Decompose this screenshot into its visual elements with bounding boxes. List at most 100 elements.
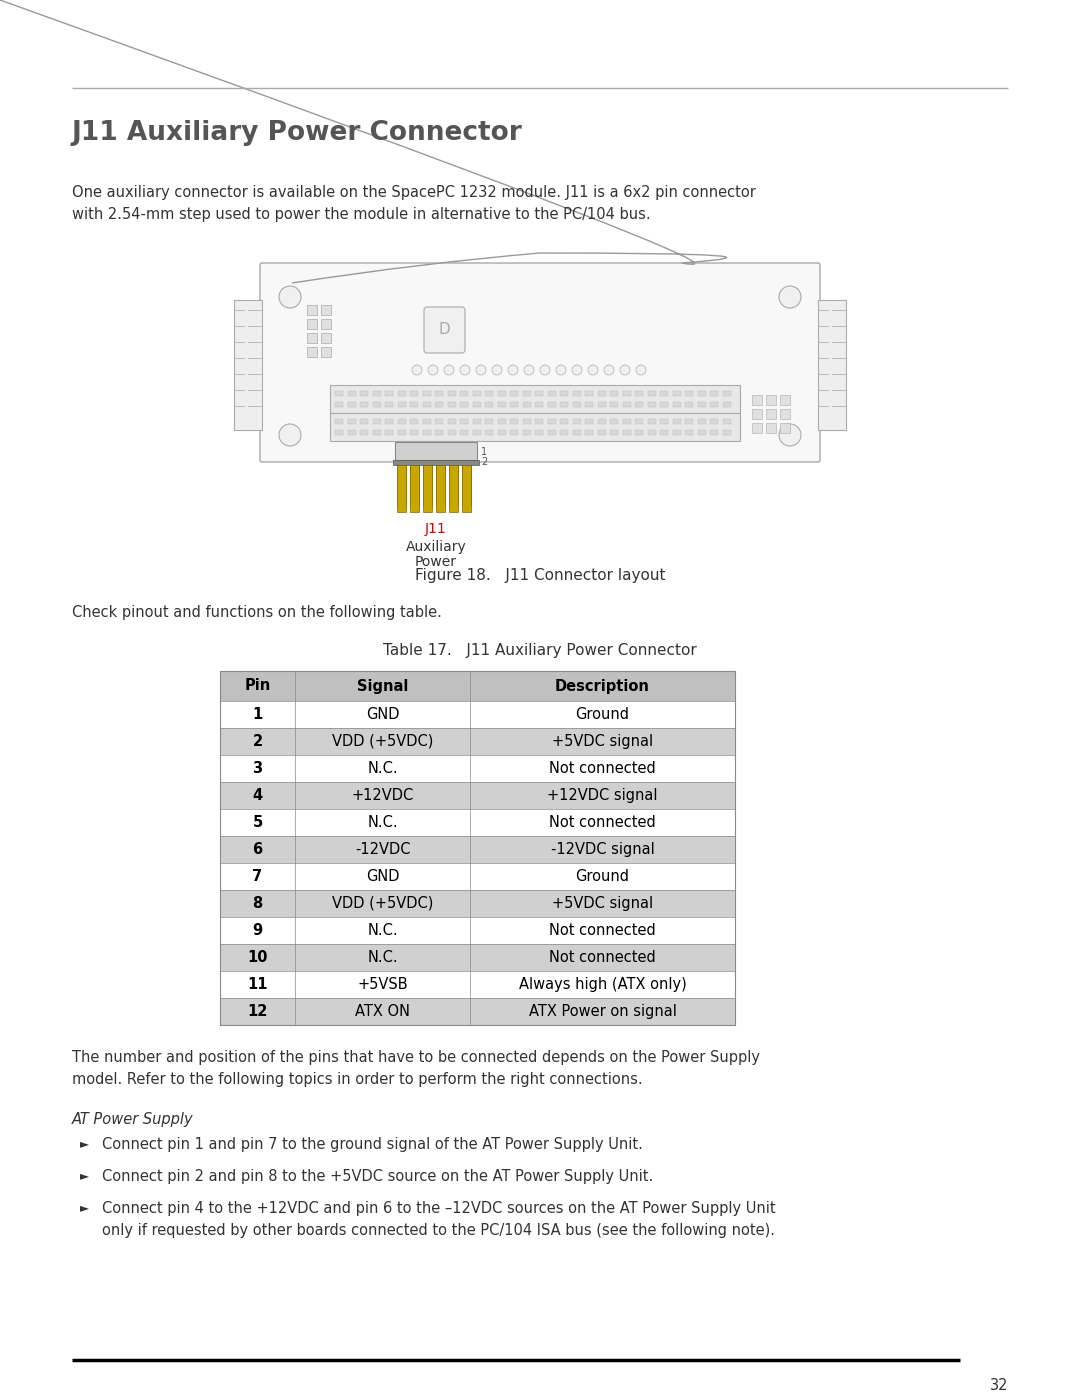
Bar [572,419,581,425]
Bar [335,391,343,395]
Bar [510,430,518,434]
Bar [330,414,740,441]
Bar [234,300,262,430]
Bar [752,423,762,433]
Bar [335,419,343,425]
Bar [780,423,789,433]
Bar [561,391,568,395]
Bar [422,391,431,395]
Bar [295,944,470,971]
Circle shape [779,286,801,307]
Bar [410,402,418,407]
Bar [585,402,593,407]
Bar [436,460,445,504]
Bar [422,430,431,434]
Bar [473,419,481,425]
Bar [348,402,355,407]
Text: 7: 7 [253,869,262,884]
Bar [698,419,705,425]
Bar [648,391,656,395]
Text: GND: GND [366,869,400,884]
Bar [295,671,470,701]
Bar [348,391,355,395]
Circle shape [508,365,518,374]
Bar [473,391,481,395]
Circle shape [428,365,438,374]
Bar [460,391,468,395]
Bar [295,835,470,863]
Bar [585,391,593,395]
Bar [561,402,568,407]
Bar [449,460,458,511]
Circle shape [411,365,422,374]
Bar [510,419,518,425]
Text: ►: ► [80,1137,89,1150]
Bar [373,402,380,407]
Bar [660,419,669,425]
Bar [360,419,368,425]
Text: N.C.: N.C. [367,814,397,830]
Bar [610,419,618,425]
Bar [220,671,295,701]
Bar [373,419,380,425]
Bar [648,419,656,425]
Text: ►: ► [80,1201,89,1214]
Text: 2: 2 [253,733,262,749]
Text: -12VDC signal: -12VDC signal [551,842,654,856]
Bar [220,997,295,1025]
Bar [470,754,735,782]
Bar [447,419,456,425]
Bar [220,754,295,782]
Bar [462,460,471,504]
Bar [548,430,555,434]
Bar [460,419,468,425]
Text: Ground: Ground [576,869,630,884]
Bar [470,809,735,835]
Bar [660,391,669,395]
Text: Auxiliary: Auxiliary [406,541,467,555]
Bar [470,782,735,809]
Circle shape [572,365,582,374]
Bar [597,402,606,407]
Text: +5VSB: +5VSB [357,977,408,992]
Bar [685,391,693,395]
Bar [220,890,295,916]
Text: -12VDC: -12VDC [354,842,410,856]
Bar [321,305,330,314]
Bar [335,402,343,407]
Bar [485,402,492,407]
Bar [410,460,419,511]
Text: One auxiliary connector is available on the SpacePC 1232 module. J11 is a 6x2 pi: One auxiliary connector is available on … [72,184,756,222]
Circle shape [460,365,470,374]
Bar [648,402,656,407]
Circle shape [279,425,301,446]
Bar [535,430,543,434]
Bar [295,971,470,997]
Text: +12VDC signal: +12VDC signal [548,788,658,803]
Bar [485,419,492,425]
Text: GND: GND [366,707,400,722]
Text: 1: 1 [481,447,487,457]
Text: Connect pin 2 and pin 8 to the +5VDC source on the AT Power Supply Unit.: Connect pin 2 and pin 8 to the +5VDC sou… [102,1169,653,1185]
Bar [622,402,631,407]
Text: J11: J11 [426,522,447,536]
Bar [384,419,393,425]
Text: Not connected: Not connected [549,814,656,830]
Bar [648,430,656,434]
Bar [597,391,606,395]
Bar [498,419,505,425]
Bar [818,300,846,430]
Bar [220,809,295,835]
Bar [397,419,405,425]
Bar [548,419,555,425]
Text: 4: 4 [253,788,262,803]
Bar [410,430,418,434]
Text: 2: 2 [481,457,487,467]
Text: D: D [438,323,450,338]
Bar [321,332,330,344]
Bar [710,391,718,395]
Bar [535,391,543,395]
Bar [360,391,368,395]
Bar [535,402,543,407]
Bar [610,402,618,407]
